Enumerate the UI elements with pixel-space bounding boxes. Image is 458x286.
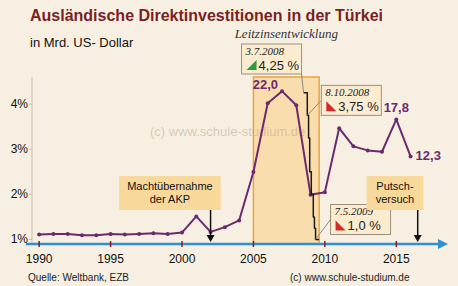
subtitle: in Mrd. US- Dollar [30,35,134,50]
arrow-up [247,60,257,70]
series-marker [194,214,198,218]
annotation-date: 3.7.2008 [245,45,285,57]
x-tick [324,241,326,247]
credit: (c) www.schule-studium.de [290,272,410,283]
series-marker [94,233,98,237]
annotation-box [119,176,221,210]
data-label: 22,0 [253,77,278,92]
series-marker [366,148,370,152]
series-marker [251,170,255,174]
data-label: 17,8 [384,100,409,115]
series-marker [323,190,327,194]
series-marker [380,150,384,154]
series-marker [109,232,113,236]
x-tick [253,241,255,247]
x-tick-label: 1990 [26,252,53,266]
series-marker [166,232,170,236]
annotation-text: der AKP [150,193,190,205]
annotation-text: Machtübernahme [127,180,213,192]
y-tick [29,239,32,240]
x-tick [38,241,40,247]
annotation-arrow-head [207,235,215,242]
title: Ausländische Direktinvestitionen in der … [30,7,383,24]
x-tick-label: 2015 [383,252,410,266]
series-marker [337,126,341,130]
annotation-box [242,44,302,74]
series-line [39,91,410,235]
series-name: Leitzinsentwicklung [234,26,339,41]
y-tick-label: 3% [11,142,29,156]
data-group [37,89,412,239]
annotation-rate: 4,25 % [259,58,300,73]
x-axis-line [26,243,440,246]
series-marker [394,117,398,121]
series-marker [180,231,184,235]
y-tick-label: 4% [11,97,29,111]
y-tick-label: 2% [11,187,29,201]
annotation-rate: 1,0 % [348,218,382,233]
annotation-box [367,176,424,210]
chart: (c) www.schule-studium.de Ausländische Di… [0,0,458,286]
series-marker [151,231,155,235]
series-marker [237,218,241,222]
series-marker [280,89,284,93]
annotation-text: Putsch- [376,180,414,192]
y-tick-label: 1% [11,232,29,246]
series-marker [409,154,413,158]
annotation-rate: 3,75 % [338,99,379,114]
annotation-text: versuch [376,193,415,205]
x-tick-label: 2010 [312,252,339,266]
arrow-down [336,220,346,230]
highlight-period [253,77,319,244]
annotation-date: 8.10.2008 [325,86,370,98]
series-marker [351,144,355,148]
x-tick-label: 2005 [240,252,267,266]
x-tick [110,241,112,247]
annotation-leader [302,74,304,93]
series-line [304,93,320,240]
annotation-arrow-line [417,210,419,236]
series-marker [266,101,270,105]
background [0,0,458,286]
y-axis-line [32,77,33,244]
y-tick [29,149,32,150]
y-tick [29,194,32,195]
y-tick [29,104,32,105]
data-label: 12,3 [416,148,441,163]
annotation-leader [307,100,321,115]
x-tick [181,241,183,247]
annotation-arrow-line [210,210,212,236]
series-marker [80,233,84,237]
x-axis-arrow [438,239,448,249]
series-marker [37,233,41,237]
annotation-arrow-head [414,235,422,242]
series-marker [294,103,298,107]
series-marker [123,233,127,237]
source: Quelle: Weltbank, EZB [28,272,129,283]
series-marker [137,232,141,236]
x-tick-label: 1995 [97,252,124,266]
annotation-leader [316,219,331,239]
series-marker [66,232,70,236]
arrow-down [326,101,336,111]
x-tick [396,241,398,247]
x-tick-label: 2000 [169,252,196,266]
annotation-box [321,85,381,115]
series-marker [223,225,227,229]
series-marker [51,232,55,236]
watermark: (c) www.schule-studium.de [150,124,305,139]
